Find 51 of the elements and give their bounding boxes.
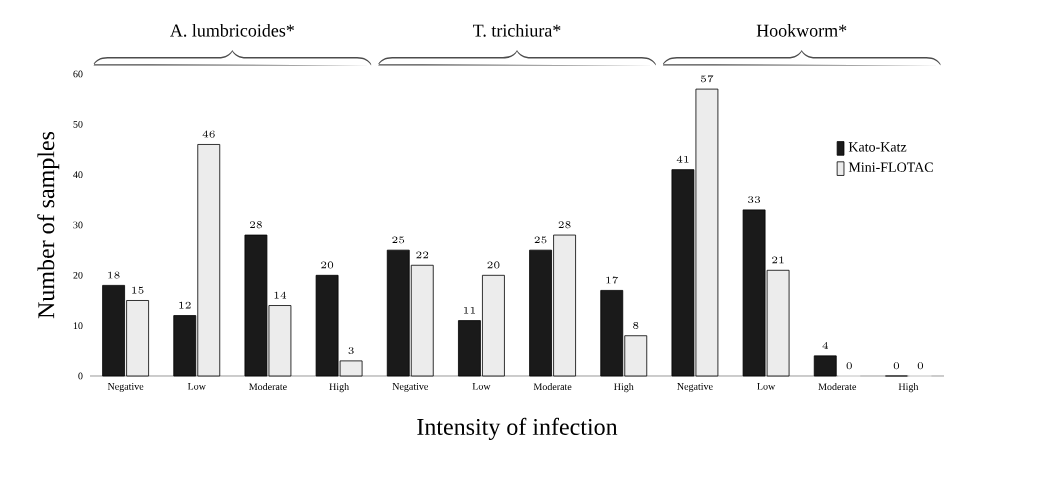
data-label: 0 bbox=[893, 362, 900, 370]
x-tick-label: High bbox=[329, 383, 349, 393]
y-tick-label: 20 bbox=[73, 271, 83, 279]
bar bbox=[813, 355, 837, 377]
x-tick-label: Low bbox=[472, 383, 491, 390]
data-label: 14 bbox=[274, 291, 287, 299]
x-tick-label: Negative bbox=[107, 383, 144, 392]
data-label: 22 bbox=[416, 251, 429, 259]
data-label: 3 bbox=[348, 347, 354, 355]
x-tick-label: High bbox=[614, 383, 634, 393]
data-label: 0 bbox=[917, 362, 924, 370]
x-tick-label: Low bbox=[757, 383, 776, 390]
x-tick-label: High bbox=[898, 383, 919, 393]
y-tick-label: 40 bbox=[73, 171, 83, 179]
data-label: 46 bbox=[202, 130, 215, 138]
data-label: 12 bbox=[179, 301, 191, 309]
x-tick-label: Moderate bbox=[249, 383, 287, 391]
data-label: 41 bbox=[676, 155, 689, 163]
data-label: 11 bbox=[464, 306, 475, 314]
y-tick-label: 30 bbox=[73, 221, 83, 229]
data-label: 15 bbox=[132, 286, 144, 294]
data-label: 20 bbox=[321, 261, 334, 269]
x-tick-label: Moderate bbox=[533, 383, 572, 391]
text: Hookworm* bbox=[756, 24, 847, 37]
data-label: 21 bbox=[772, 256, 784, 264]
data-label: 20 bbox=[487, 261, 500, 269]
data-label: 18 bbox=[108, 271, 120, 279]
x-tick-label: Negative bbox=[677, 383, 713, 392]
y-tick-label: 10 bbox=[73, 322, 83, 330]
data-label: 25 bbox=[534, 236, 547, 244]
data-label: 28 bbox=[250, 221, 262, 229]
data-label: 25 bbox=[392, 236, 405, 244]
y-tick-label: 0 bbox=[78, 372, 83, 380]
data-label: 28 bbox=[558, 221, 571, 229]
data-label: 17 bbox=[606, 276, 619, 284]
y-axis-title: Number of samples bbox=[37, 131, 60, 319]
x-tick-label: Low bbox=[187, 383, 206, 390]
y-tick-label: 50 bbox=[73, 120, 83, 128]
x-tick-label: Negative bbox=[392, 383, 428, 392]
x-axis-title: Intensity of infection bbox=[417, 417, 618, 440]
data-label: 4 bbox=[822, 342, 829, 349]
text: T. trichiura* bbox=[473, 23, 561, 37]
data-label: 33 bbox=[748, 196, 761, 204]
data-label: 57 bbox=[701, 75, 714, 83]
x-tick-label: Moderate bbox=[818, 383, 857, 391]
data-label: 0 bbox=[846, 362, 852, 370]
data-label: 8 bbox=[633, 322, 639, 329]
legend-label: Kato-Katz bbox=[848, 142, 907, 152]
text: A. lumbricoides* bbox=[170, 23, 294, 37]
legend-label: Mini-FLOTAC bbox=[848, 162, 933, 172]
y-tick-label: 60 bbox=[73, 70, 83, 78]
